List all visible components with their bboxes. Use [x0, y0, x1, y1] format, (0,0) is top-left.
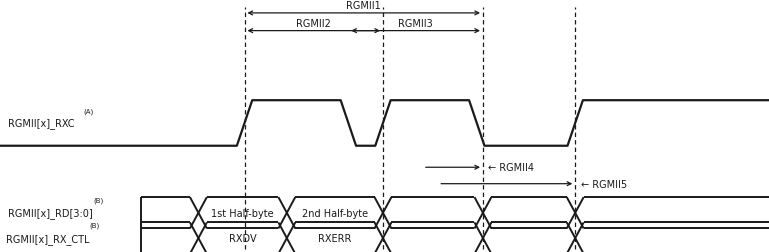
Text: (A): (A)	[83, 108, 93, 115]
Text: RGMII3: RGMII3	[398, 18, 433, 28]
Text: ← RGMII5: ← RGMII5	[581, 179, 627, 189]
Text: RXDV: RXDV	[229, 233, 256, 243]
Text: 2nd Half-byte: 2nd Half-byte	[302, 208, 368, 218]
Text: RGMII[x]_RD[3:0]: RGMII[x]_RD[3:0]	[8, 207, 92, 218]
Text: ← RGMII4: ← RGMII4	[488, 163, 534, 173]
Text: RGMII[x]_RXC: RGMII[x]_RXC	[8, 118, 74, 129]
Text: RGMII2: RGMII2	[296, 18, 331, 28]
Text: (B): (B)	[89, 222, 99, 228]
Text: RGMII1: RGMII1	[346, 1, 381, 11]
Text: RXERR: RXERR	[318, 233, 351, 243]
Text: RGMII[x]_RX_CTL: RGMII[x]_RX_CTL	[6, 233, 90, 244]
Text: 1st Half-byte: 1st Half-byte	[211, 208, 274, 218]
Text: (B): (B)	[94, 196, 104, 203]
